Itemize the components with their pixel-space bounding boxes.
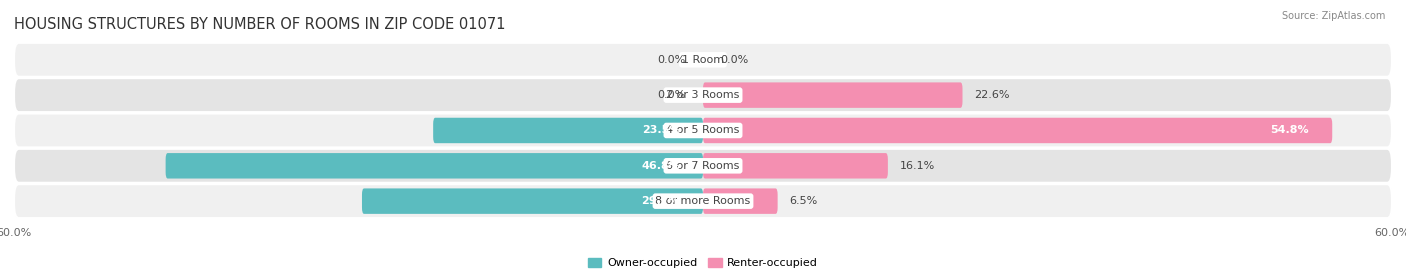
FancyBboxPatch shape bbox=[703, 118, 1333, 143]
Text: 2 or 3 Rooms: 2 or 3 Rooms bbox=[666, 90, 740, 100]
Text: 16.1%: 16.1% bbox=[900, 161, 935, 171]
Text: 29.7%: 29.7% bbox=[641, 196, 681, 206]
Text: 4 or 5 Rooms: 4 or 5 Rooms bbox=[666, 125, 740, 136]
Text: 46.8%: 46.8% bbox=[641, 161, 681, 171]
Text: 54.8%: 54.8% bbox=[1271, 125, 1309, 136]
Text: HOUSING STRUCTURES BY NUMBER OF ROOMS IN ZIP CODE 01071: HOUSING STRUCTURES BY NUMBER OF ROOMS IN… bbox=[14, 17, 506, 32]
Legend: Owner-occupied, Renter-occupied: Owner-occupied, Renter-occupied bbox=[583, 253, 823, 269]
FancyBboxPatch shape bbox=[703, 188, 778, 214]
Text: 0.0%: 0.0% bbox=[720, 55, 748, 65]
Text: 22.6%: 22.6% bbox=[974, 90, 1010, 100]
FancyBboxPatch shape bbox=[361, 188, 703, 214]
FancyBboxPatch shape bbox=[14, 78, 1392, 112]
Text: 6.5%: 6.5% bbox=[789, 196, 817, 206]
Text: Source: ZipAtlas.com: Source: ZipAtlas.com bbox=[1281, 11, 1385, 21]
FancyBboxPatch shape bbox=[14, 114, 1392, 147]
FancyBboxPatch shape bbox=[166, 153, 703, 179]
Text: 23.5%: 23.5% bbox=[641, 125, 681, 136]
Text: 1 Room: 1 Room bbox=[682, 55, 724, 65]
FancyBboxPatch shape bbox=[14, 43, 1392, 77]
Text: 0.0%: 0.0% bbox=[658, 90, 686, 100]
FancyBboxPatch shape bbox=[433, 118, 703, 143]
FancyBboxPatch shape bbox=[703, 153, 887, 179]
Text: 0.0%: 0.0% bbox=[658, 55, 686, 65]
FancyBboxPatch shape bbox=[14, 184, 1392, 218]
Text: 8 or more Rooms: 8 or more Rooms bbox=[655, 196, 751, 206]
FancyBboxPatch shape bbox=[14, 149, 1392, 183]
Text: 6 or 7 Rooms: 6 or 7 Rooms bbox=[666, 161, 740, 171]
FancyBboxPatch shape bbox=[703, 82, 963, 108]
